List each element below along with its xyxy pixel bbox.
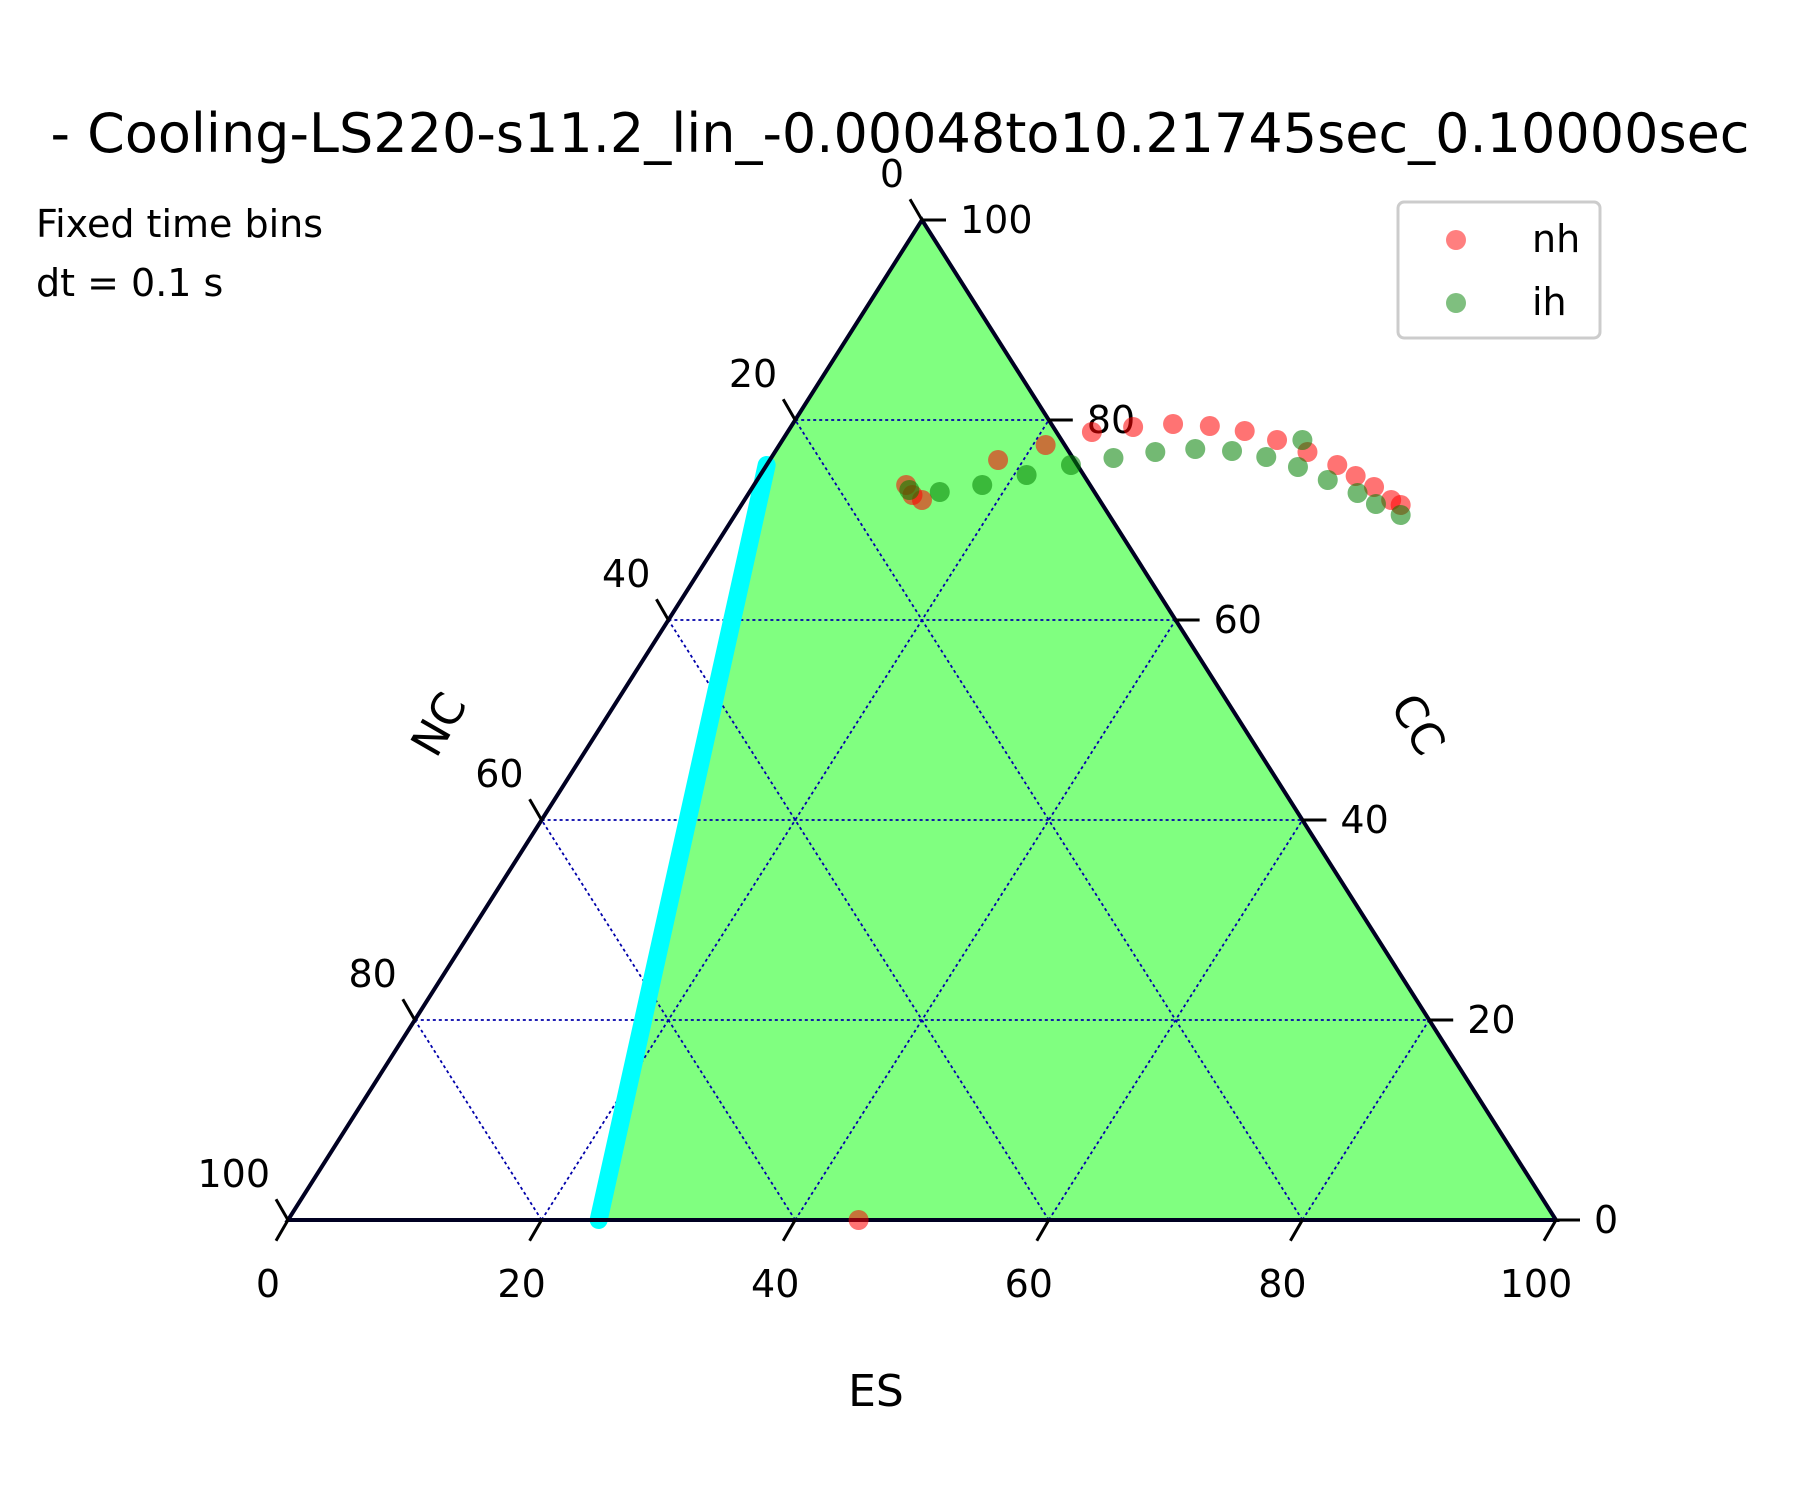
nc-tick bbox=[908, 198, 924, 221]
nc-tick-label: 80 bbox=[348, 952, 396, 996]
point-nh bbox=[1163, 414, 1184, 434]
es-tick bbox=[528, 1219, 543, 1242]
point-ih bbox=[1103, 448, 1124, 468]
point-ih bbox=[1060, 455, 1081, 475]
es-tick-label: 20 bbox=[497, 1262, 545, 1306]
triangle-frame bbox=[284, 216, 1560, 1222]
point-ih bbox=[972, 475, 993, 495]
point-nh bbox=[848, 1210, 869, 1230]
point-ih bbox=[1145, 442, 1166, 462]
region-boundary bbox=[589, 456, 776, 1229]
triangle-outline bbox=[284, 216, 1560, 1222]
nc-tick bbox=[781, 398, 797, 421]
point-nh bbox=[1081, 422, 1102, 442]
nc-tick bbox=[274, 1198, 290, 1221]
point-ih bbox=[899, 480, 920, 500]
point-nh bbox=[1234, 421, 1255, 441]
es-tick bbox=[1289, 1219, 1304, 1242]
point-ih bbox=[1365, 494, 1386, 514]
legend: nh ih bbox=[1396, 200, 1602, 340]
grid-line-es bbox=[1048, 819, 1304, 1221]
point-ih bbox=[1185, 439, 1206, 459]
left-axis-label: NC bbox=[401, 684, 477, 765]
es-tick bbox=[1542, 1219, 1558, 1242]
bottom-axis-label: ES bbox=[848, 1366, 904, 1417]
nc-tick-label: 20 bbox=[729, 352, 777, 396]
es-tick-label: 80 bbox=[1258, 1262, 1306, 1306]
nc-tick bbox=[401, 998, 417, 1021]
point-ih bbox=[1287, 457, 1308, 477]
point-nh bbox=[1123, 417, 1144, 437]
grid-line-es bbox=[794, 619, 1177, 1221]
es-tick-label: 40 bbox=[751, 1262, 799, 1306]
right-axis-label: CC bbox=[1380, 685, 1455, 764]
chart-title: - Cooling-LS220-s11.2_lin_-0.00048to10.2… bbox=[51, 102, 1750, 165]
point-nh bbox=[1035, 435, 1056, 455]
point-ih bbox=[1292, 430, 1313, 450]
filled-region bbox=[598, 220, 1556, 1220]
legend-marker-nh bbox=[1446, 230, 1466, 250]
annotation-line-2: dt = 0.1 s bbox=[36, 261, 223, 305]
nc-tick-label: 100 bbox=[197, 1152, 270, 1196]
nc-tick-label: 60 bbox=[475, 752, 523, 796]
es-tick bbox=[1035, 1219, 1051, 1242]
legend-label-nh: nh bbox=[1532, 217, 1580, 261]
point-nh bbox=[1345, 466, 1366, 486]
grid-line-nc bbox=[794, 419, 1304, 1221]
cc-tick-label: 60 bbox=[1214, 598, 1262, 642]
point-nh bbox=[1327, 455, 1348, 475]
legend-label-ih: ih bbox=[1532, 280, 1567, 324]
grid-line-nc bbox=[540, 819, 796, 1221]
cc-tick-label: 20 bbox=[1467, 998, 1515, 1042]
es-tick-label: 100 bbox=[1500, 1262, 1573, 1306]
es-tick-label: 60 bbox=[1005, 1262, 1053, 1306]
data-points bbox=[848, 414, 1411, 1230]
es-tick bbox=[781, 1219, 797, 1242]
nc-tick-label: 0 bbox=[880, 152, 904, 196]
point-ih bbox=[1390, 505, 1411, 525]
grid-line-nc bbox=[414, 1019, 543, 1221]
nc-tick bbox=[528, 798, 543, 821]
cc-tick-label: 40 bbox=[1340, 798, 1388, 842]
point-ih bbox=[929, 482, 950, 502]
point-nh bbox=[1364, 477, 1385, 497]
boundary-band bbox=[589, 456, 776, 1229]
annotation-line-1: Fixed time bins bbox=[36, 202, 323, 246]
point-ih bbox=[1347, 483, 1368, 503]
point-nh bbox=[1267, 430, 1288, 450]
cc-tick-label: 100 bbox=[960, 198, 1033, 242]
green-region bbox=[598, 220, 1556, 1220]
legend-marker-ih bbox=[1446, 293, 1466, 313]
nc-tick bbox=[655, 598, 670, 621]
point-nh bbox=[1199, 416, 1220, 436]
point-ih bbox=[1256, 447, 1277, 467]
nc-tick-label: 40 bbox=[602, 552, 650, 596]
cc-tick-label: 0 bbox=[1594, 1198, 1618, 1242]
point-nh bbox=[988, 450, 1009, 470]
point-ih bbox=[1317, 470, 1338, 490]
grid-line-nc bbox=[667, 619, 1050, 1221]
point-ih bbox=[1222, 441, 1243, 461]
es-tick-label: 0 bbox=[256, 1262, 280, 1306]
point-ih bbox=[1016, 465, 1037, 485]
es-tick bbox=[274, 1219, 290, 1242]
